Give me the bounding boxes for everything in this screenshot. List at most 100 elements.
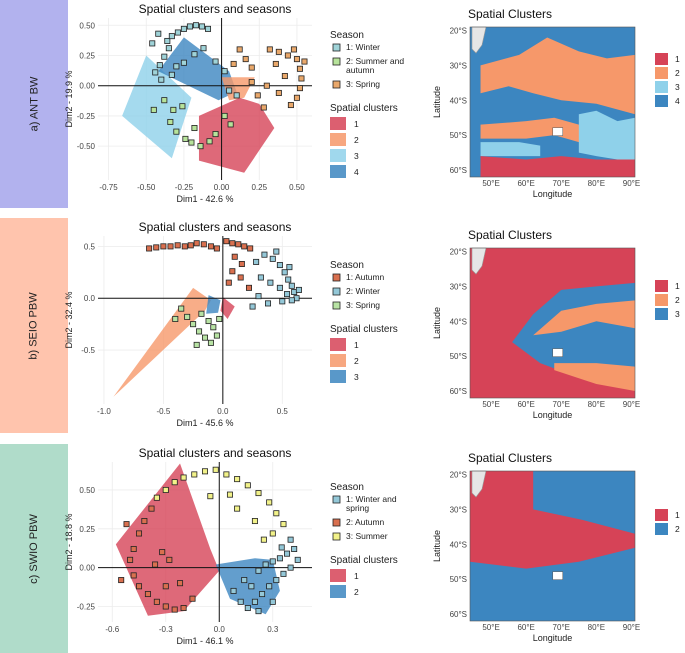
map-legend-label: 1 bbox=[675, 54, 680, 64]
data-point bbox=[177, 580, 184, 587]
cluster-legend-label: 2 bbox=[354, 356, 359, 366]
data-point bbox=[298, 75, 305, 82]
data-point bbox=[281, 269, 288, 276]
data-point bbox=[201, 468, 208, 475]
data-point bbox=[276, 555, 283, 562]
x-tick-label: 0.50 bbox=[289, 183, 305, 192]
data-point bbox=[187, 242, 194, 249]
season-legend-label-line: 3: Spring bbox=[346, 300, 380, 310]
data-point bbox=[189, 595, 196, 602]
y-tick-label: 0.25 bbox=[79, 525, 95, 534]
map-x-axis-label: Longitude bbox=[533, 189, 573, 199]
map-raster bbox=[470, 248, 635, 398]
data-point bbox=[180, 474, 187, 481]
season-legend-key bbox=[332, 532, 341, 541]
data-point bbox=[266, 499, 273, 506]
panel-label-c: c) SWIO PBW bbox=[0, 444, 68, 653]
data-point bbox=[294, 556, 301, 563]
data-point bbox=[207, 493, 214, 500]
season-legend-label-line: 2: Winter bbox=[346, 286, 380, 296]
x-tick-label: 0.0 bbox=[217, 407, 229, 416]
data-point bbox=[269, 530, 276, 537]
data-point bbox=[174, 242, 181, 249]
season-legend-label: 1: Autumn bbox=[346, 272, 385, 282]
data-point bbox=[273, 510, 280, 517]
data-point bbox=[245, 284, 252, 291]
map-y-tick-label: 40°S bbox=[450, 540, 467, 549]
season-legend-key bbox=[332, 57, 341, 66]
data-point bbox=[290, 46, 297, 53]
cluster-legend-label: 1 bbox=[354, 119, 359, 129]
data-point bbox=[168, 71, 175, 78]
map-x-tick-label: 70°E bbox=[553, 179, 570, 188]
data-point bbox=[241, 577, 248, 584]
data-point bbox=[229, 268, 236, 275]
cluster-legend-key bbox=[330, 165, 346, 178]
cluster-legend-label: 2 bbox=[354, 587, 359, 597]
map-legend-key bbox=[655, 81, 668, 93]
data-point bbox=[174, 29, 181, 36]
data-point bbox=[167, 243, 174, 250]
map-legend-key bbox=[655, 67, 668, 79]
data-point bbox=[266, 46, 273, 53]
y-tick-label: -0.50 bbox=[77, 142, 96, 151]
map-y-tick-label: 20°S bbox=[450, 247, 467, 256]
x-tick-label: 0.00 bbox=[214, 183, 230, 192]
data-point bbox=[255, 567, 262, 574]
data-point bbox=[141, 518, 148, 525]
x-tick-label: -0.25 bbox=[175, 183, 194, 192]
data-point bbox=[161, 53, 168, 60]
season-legend-key bbox=[332, 43, 341, 52]
y-tick-label: 0.50 bbox=[79, 486, 95, 495]
cluster-legend-key bbox=[330, 338, 346, 351]
cluster-legend-label: 1 bbox=[354, 571, 359, 581]
map-y-tick-label: 40°S bbox=[450, 96, 467, 105]
map-legend-label: 2 bbox=[675, 68, 680, 78]
season-legend-title: Season bbox=[330, 482, 364, 493]
map-x-tick-label: 50°E bbox=[482, 623, 499, 632]
y-tick-label: 0.5 bbox=[84, 242, 96, 251]
data-point bbox=[269, 255, 276, 262]
cluster-legend-label: 3 bbox=[354, 151, 359, 161]
y-tick-label: -0.25 bbox=[77, 112, 96, 121]
data-point bbox=[144, 591, 151, 598]
data-point bbox=[171, 479, 178, 486]
panel-a: Spatial clusters and seasons -0.75 -0.50 -0… bbox=[64, 2, 680, 204]
cluster-legend-label: 1 bbox=[354, 340, 359, 350]
data-point bbox=[180, 25, 187, 32]
y-axis-label: Dim2 - 18.8 % bbox=[64, 513, 74, 570]
cluster-legend-title: Spatial clusters bbox=[330, 324, 398, 335]
season-legend-key bbox=[332, 518, 341, 527]
data-point bbox=[200, 241, 207, 248]
data-point bbox=[248, 64, 255, 71]
cluster-hull-3 bbox=[206, 295, 221, 314]
data-point bbox=[233, 92, 240, 99]
map-x-tick-label: 70°E bbox=[553, 400, 570, 409]
panel-b: Spatial clusters and seasons -1.0 -0.5 0.0 0… bbox=[64, 220, 680, 428]
data-point bbox=[205, 318, 212, 325]
data-point bbox=[255, 490, 262, 497]
map-raster bbox=[470, 471, 635, 621]
data-point bbox=[280, 521, 287, 528]
data-point bbox=[170, 106, 177, 113]
map-x-axis-label: Longitude bbox=[533, 633, 573, 643]
x-tick-label: -0.6 bbox=[105, 625, 119, 634]
map-y-tick-label: 50°S bbox=[450, 575, 467, 584]
map-legend-label: 3 bbox=[675, 309, 680, 319]
data-point bbox=[301, 58, 308, 65]
data-point bbox=[260, 536, 267, 543]
land-island bbox=[552, 348, 564, 357]
map-x-tick-label: 50°E bbox=[482, 400, 499, 409]
data-point bbox=[207, 339, 214, 346]
map-x-tick-label: 60°E bbox=[517, 400, 534, 409]
data-point bbox=[213, 245, 220, 252]
data-point bbox=[248, 583, 255, 590]
data-point bbox=[244, 482, 251, 489]
season-legend-label-line: 1: Winter and bbox=[346, 494, 397, 504]
data-point bbox=[136, 583, 143, 590]
data-point bbox=[152, 561, 159, 568]
map-x-tick-label: 80°E bbox=[588, 179, 605, 188]
data-point bbox=[260, 104, 267, 111]
data-point bbox=[255, 293, 262, 300]
data-point bbox=[262, 561, 269, 568]
